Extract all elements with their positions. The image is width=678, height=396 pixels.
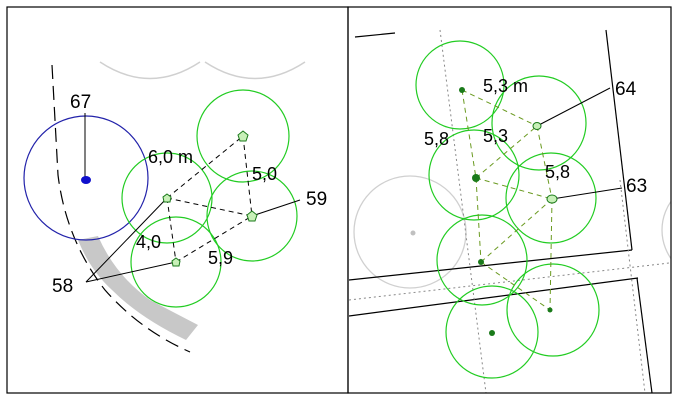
road-band: [78, 236, 198, 340]
road-edge-dashed: [51, 64, 191, 353]
neighbour-crown-arc: [204, 61, 306, 80]
tree-stem: [547, 307, 553, 313]
leader-63: [551, 187, 623, 200]
tree-id-label: 67: [70, 92, 91, 113]
tree-stem: [162, 193, 172, 203]
tree-crown: [130, 216, 222, 308]
tree-stem-59: [246, 210, 258, 222]
tree-id-label: 59: [306, 189, 327, 210]
right-panel-frame: [347, 6, 672, 394]
tree-crowns: [415, 40, 600, 379]
distance-label: 5,8: [545, 162, 570, 182]
tree-stem: [489, 330, 495, 336]
left-panel: 67 6,0 m 5,0 59 4,0 5,9 58: [23, 61, 327, 353]
tree-stem: [472, 174, 480, 182]
distance-label: 5,0: [252, 164, 277, 184]
leader-59: [251, 199, 301, 217]
tree-id-label: 64: [615, 79, 637, 100]
distance-lines: [166, 135, 253, 263]
boundary-lines: [349, 29, 653, 393]
distance-label: 5,3 m: [483, 76, 528, 96]
tree-stem: [237, 130, 249, 142]
leader-58-a: [85, 197, 168, 283]
distance-lines: [461, 89, 553, 311]
tree-stem: [459, 87, 465, 93]
leader-58-b: [85, 261, 177, 283]
tree-stem: [171, 257, 181, 267]
neighbour-crown-arc: [99, 61, 201, 80]
tree-stem-67: [81, 176, 91, 184]
neighbour-crown: [353, 175, 467, 289]
neighbour-stem: [410, 230, 416, 236]
leader-64: [536, 87, 611, 127]
tree-crown-59: [206, 170, 298, 262]
tree-crown-67: [23, 115, 149, 241]
tree-crown: [121, 152, 213, 244]
neighbour-crown: [661, 200, 671, 260]
tree-id-label: 63: [626, 176, 647, 197]
distance-label: 6,0 m: [148, 147, 193, 167]
road-centre-lines: [349, 29, 671, 393]
right-panel: 5,3 m 64 5,8 5,3 5,8 63: [349, 29, 671, 393]
tree-stem: [478, 259, 484, 265]
tree-crown: [196, 89, 290, 183]
tree-stem-63: [546, 194, 558, 204]
distance-label: 5,3: [483, 126, 508, 146]
tree-stem-64: [532, 122, 542, 130]
tree-id-label: 58: [52, 276, 73, 297]
distance-label: 5,9: [208, 248, 233, 268]
distance-label: 4,0: [136, 232, 161, 252]
distance-label: 5,8: [424, 129, 449, 149]
